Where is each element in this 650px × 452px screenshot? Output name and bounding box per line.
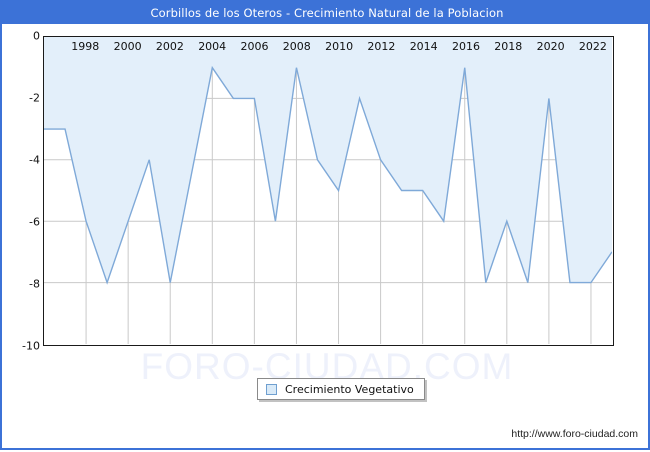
y-axis-labels: 0 -2 -4 -6 -8 -10 (2, 30, 40, 353)
legend-item-label: Crecimiento Vegetativo (285, 382, 414, 396)
window-titlebar: Corbillos de los Oteros - Crecimiento Na… (2, 2, 650, 24)
y-axis-tick-label: -8 (29, 277, 40, 291)
legend-swatch-icon (266, 383, 277, 395)
series-area-fill (44, 37, 612, 283)
y-axis-tick-label: 0 (33, 29, 40, 43)
y-axis-tick-label: -10 (22, 339, 40, 353)
chart-container: 0 -2 -4 -6 -8 -10 1998 2000 2002 2004 2006 2008 201… (2, 24, 650, 452)
area-chart-svg (44, 37, 612, 344)
y-axis-tick-label: -6 (29, 215, 40, 229)
y-axis-tick-label: -4 (29, 153, 40, 167)
y-axis-tick-label: -2 (29, 91, 40, 105)
source-url: http://www.foro-ciudad.com (511, 428, 638, 440)
series-line (44, 65, 612, 285)
plot-area (43, 36, 614, 346)
chart-legend: Crecimiento Vegetativo (257, 378, 425, 400)
page-title: Corbillos de los Oteros - Crecimiento Na… (150, 6, 504, 20)
